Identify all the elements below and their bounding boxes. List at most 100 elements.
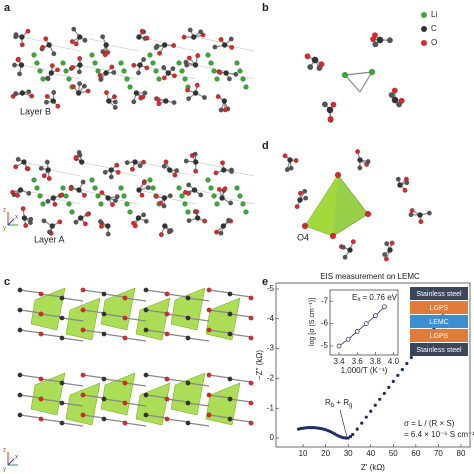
atom — [10, 93, 16, 99]
atom — [122, 420, 128, 426]
annotation: Rb + Rg — [325, 398, 352, 408]
stack-label: LEMC — [429, 319, 448, 326]
atom — [220, 160, 226, 166]
contact — [195, 36, 226, 44]
data-point — [344, 436, 348, 440]
panel-label: e — [262, 276, 268, 288]
atom — [23, 222, 29, 228]
atom — [304, 53, 311, 60]
contact — [21, 161, 52, 169]
atom — [350, 239, 356, 245]
atom — [103, 90, 109, 96]
legend-label: O — [431, 38, 437, 47]
atom — [17, 307, 23, 313]
atom — [161, 163, 167, 169]
atom — [133, 90, 140, 96]
atom — [77, 55, 83, 61]
atom — [63, 68, 69, 74]
atom — [10, 189, 16, 195]
legend-swatch — [421, 12, 427, 18]
bond — [103, 398, 126, 403]
atom — [29, 93, 35, 99]
atom — [161, 65, 167, 71]
atom — [49, 63, 55, 69]
atom — [227, 291, 233, 297]
polyhedron — [170, 372, 206, 416]
atom — [158, 232, 164, 238]
atom — [41, 218, 47, 224]
bond — [103, 333, 126, 338]
atom — [287, 157, 293, 163]
data-point — [382, 304, 387, 310]
atom — [153, 45, 159, 51]
atom — [140, 159, 146, 165]
contact — [21, 189, 52, 197]
atom — [227, 376, 233, 382]
contact — [50, 197, 81, 205]
bond — [208, 414, 231, 419]
atom — [179, 68, 185, 74]
data-point — [363, 321, 369, 326]
atom — [186, 218, 192, 224]
atom — [240, 76, 246, 82]
atom — [376, 36, 384, 44]
atom — [386, 37, 393, 44]
atom — [70, 64, 76, 70]
atom — [51, 89, 57, 95]
atom — [206, 392, 212, 398]
atom — [164, 291, 170, 297]
atom — [143, 412, 149, 418]
polyhedron — [65, 297, 101, 341]
atom — [17, 327, 23, 333]
atom — [127, 209, 133, 215]
contact — [50, 169, 81, 177]
bond — [19, 394, 42, 399]
panel-label: a — [4, 2, 11, 14]
contact — [21, 36, 52, 44]
data-point — [360, 421, 364, 425]
atom — [182, 201, 188, 207]
atom — [38, 291, 44, 297]
atom — [38, 165, 44, 171]
data-point — [405, 361, 409, 366]
atom — [237, 193, 243, 199]
bond — [208, 289, 231, 294]
bond — [82, 329, 105, 334]
axis-letter: y — [3, 226, 6, 232]
atom — [136, 34, 142, 40]
atom — [78, 159, 85, 165]
atom — [395, 176, 401, 182]
eis-chart: EIS measurement on LEMC 10 20 30 40 50 60 70 80 -… — [255, 272, 474, 472]
atom — [124, 76, 130, 82]
atom — [186, 55, 192, 61]
atom — [143, 372, 149, 378]
atom — [194, 82, 200, 88]
atom — [108, 167, 114, 173]
atom — [142, 90, 148, 96]
x-tick-label: 60 — [411, 449, 420, 458]
stack-label: LGPS — [430, 333, 449, 340]
data-point — [373, 403, 377, 407]
axis-arrow — [7, 458, 15, 466]
bond — [229, 293, 252, 298]
atom — [70, 84, 76, 90]
bond — [19, 309, 42, 314]
bond — [208, 329, 231, 334]
stack-label: LGPS — [430, 305, 449, 312]
atom — [234, 60, 240, 66]
polyhedron — [205, 382, 241, 426]
atom — [389, 240, 395, 246]
bond — [166, 293, 189, 298]
atom — [102, 169, 108, 175]
y-tick-label: -5 — [267, 284, 275, 293]
data-point — [308, 426, 312, 430]
atom — [41, 173, 47, 179]
atom — [294, 204, 300, 210]
legend-swatch — [421, 40, 427, 46]
data-point — [345, 336, 351, 342]
atom — [186, 190, 192, 196]
atom — [213, 170, 219, 176]
atom — [215, 94, 221, 100]
y-tick-label: -7 — [321, 296, 329, 305]
